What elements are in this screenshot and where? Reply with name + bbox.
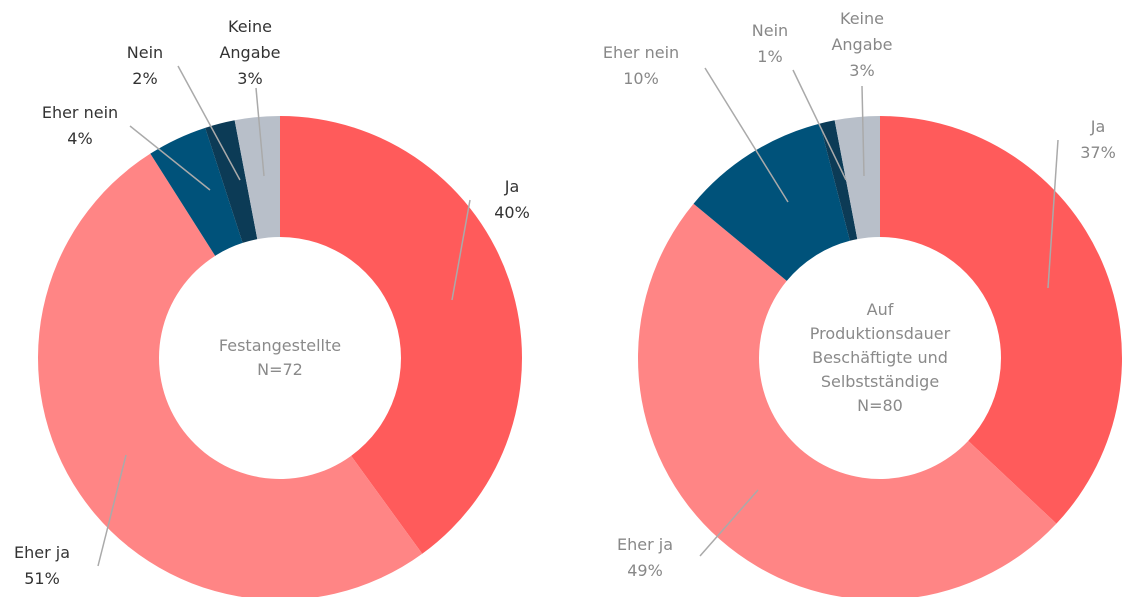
value-label: 37% (1080, 143, 1116, 162)
leader-line (704, 67, 789, 203)
category-label: Eher ja (13, 543, 70, 562)
data-label: Nein 1% (715, 18, 825, 70)
donut-segment (819, 120, 858, 241)
category-label: Eher ja (616, 535, 673, 554)
data-label: Eher ja 49% (590, 532, 700, 584)
category-label: Ja (504, 177, 520, 196)
data-label: Eher ja 51% (0, 540, 97, 592)
value-label: 3% (237, 69, 263, 88)
donut-segment (880, 116, 1122, 524)
data-label: Eher nein 4% (25, 100, 135, 152)
center-line: Beschäftigte und (812, 348, 948, 367)
leader-line (792, 69, 847, 181)
leader-line (97, 454, 127, 567)
center-line: Festangestellte (218, 336, 342, 355)
value-label: 4% (67, 129, 93, 148)
data-label: Keine Angabe 3% (807, 6, 917, 84)
category-label: Eher nein (41, 103, 119, 122)
value-label: 3% (849, 61, 875, 80)
data-label: Ja 37% (1043, 114, 1126, 166)
donut-segment (205, 120, 258, 243)
category-label: Keine Angabe (831, 9, 893, 54)
data-label: Keine Angabe 3% (195, 14, 305, 92)
leader-line (1047, 139, 1059, 289)
leader-line (861, 85, 865, 177)
leader-line (177, 65, 241, 181)
center-label: Auf Produktionsdauer Beschäftigte und Selbs… (770, 298, 990, 418)
center-line: Produktionsdauer (809, 324, 951, 343)
donut-segment (693, 123, 850, 281)
leader-line (255, 87, 265, 177)
value-label: 40% (494, 203, 530, 222)
donut-segment (38, 153, 423, 597)
center-line: N=80 (857, 396, 903, 415)
data-label: Ja 40% (457, 174, 567, 226)
value-label: 51% (24, 569, 60, 588)
leader-line (699, 489, 759, 557)
value-label: 10% (623, 69, 659, 88)
donut-segment (234, 116, 280, 240)
category-label: Keine Angabe (219, 17, 281, 62)
center-line: Auf (866, 300, 894, 319)
category-label: Eher nein (602, 43, 680, 62)
category-label: Nein (126, 43, 164, 62)
donut-segment (280, 116, 522, 554)
data-label: Eher nein 10% (586, 40, 696, 92)
value-label: 1% (757, 47, 783, 66)
value-label: 2% (132, 69, 158, 88)
center-label: Festangestellte N=72 (170, 334, 390, 382)
leader-line (451, 199, 471, 301)
data-label: Nein 2% (90, 40, 200, 92)
value-label: 49% (627, 561, 663, 580)
leader-line (129, 125, 211, 191)
center-line: N=72 (257, 360, 303, 379)
donut-segment (834, 116, 880, 240)
category-label: Nein (751, 21, 789, 40)
center-line: Selbstständige (820, 372, 940, 391)
donut-segment (638, 203, 1057, 597)
category-label: Ja (1090, 117, 1106, 136)
